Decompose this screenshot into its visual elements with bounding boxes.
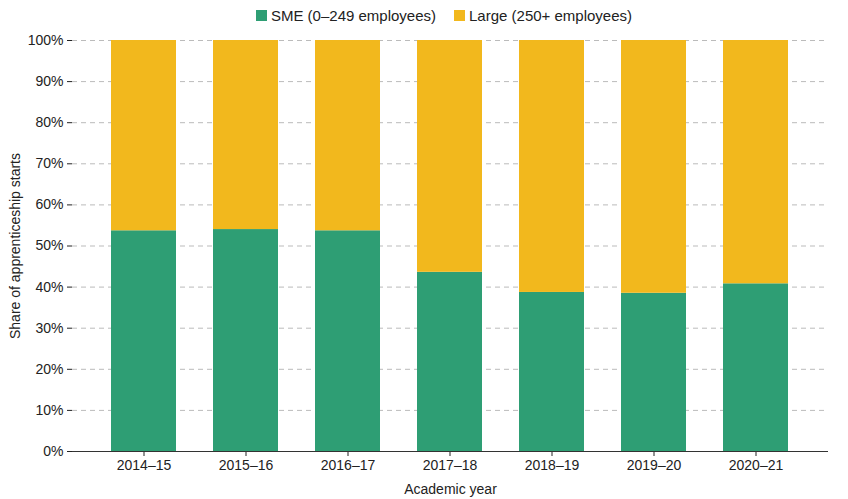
html-text:Large (250+ employees): Large (250+ employees)	[469, 6, 632, 24]
svg-text:2014–15: 2014–15	[117, 457, 172, 473]
svg-text:50%: 50%	[35, 237, 63, 253]
svg-text:70%: 70%	[35, 155, 63, 171]
svg-text:10%: 10%	[35, 402, 63, 418]
svg-text:20%: 20%	[35, 361, 63, 377]
svg-text:2015–16: 2015–16	[219, 457, 274, 473]
svg-text:80%: 80%	[35, 114, 63, 130]
svg-text:0%: 0%	[43, 443, 63, 459]
svg-text:2020–21: 2020–21	[729, 457, 784, 473]
html-text:SME (0–249 employees): SME (0–249 employees)	[270, 6, 436, 24]
svg-text:Academic year: Academic year	[404, 481, 497, 497]
svg-text:2017–18: 2017–18	[423, 457, 478, 473]
svg-text:90%: 90%	[35, 73, 63, 89]
svg-text:2016–17: 2016–17	[321, 457, 376, 473]
svg-text:60%: 60%	[35, 196, 63, 212]
svg-text:2019–20: 2019–20	[627, 457, 682, 473]
svg-text:30%: 30%	[35, 320, 63, 336]
svg-text:2018–19: 2018–19	[525, 457, 580, 473]
svg-text:100%: 100%	[28, 32, 64, 48]
svg-text:Share of apprenticeship starts: Share of apprenticeship starts	[7, 153, 23, 339]
svg-text:40%: 40%	[35, 279, 63, 295]
